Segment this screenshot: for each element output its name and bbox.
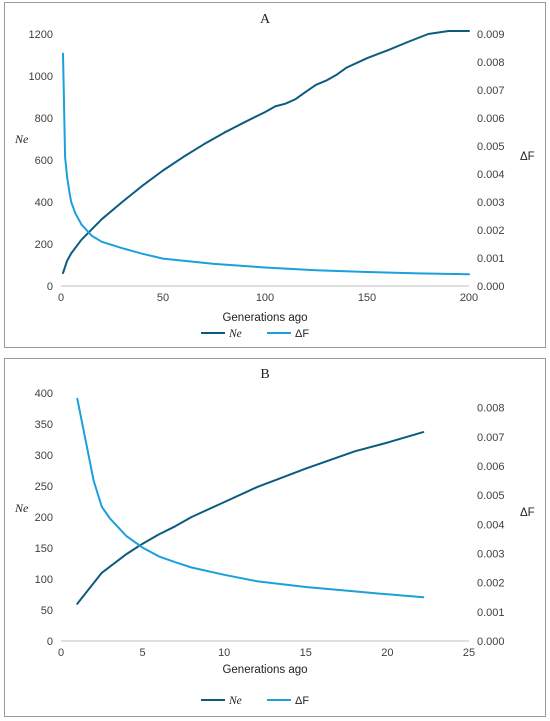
y2-tick-label: 0.007 xyxy=(477,85,505,97)
y-tick-label: 1000 xyxy=(29,71,53,83)
legend-label-ne: Ne xyxy=(228,328,242,340)
x-tick-label: 200 xyxy=(460,292,478,304)
y-tick-label: 100 xyxy=(35,574,53,586)
x-tick-label: 100 xyxy=(256,292,274,304)
y-tick-label: 350 xyxy=(35,419,53,431)
x-axis-label: Generations ago xyxy=(222,664,307,676)
x-tick-label: 25 xyxy=(463,647,475,659)
y2-tick-label: 0.001 xyxy=(477,253,505,265)
y-tick-label: 150 xyxy=(35,543,53,555)
y-axis-label: Ne xyxy=(14,501,29,515)
y2-tick-label: 0.003 xyxy=(477,548,505,560)
legend-label-delta-f: ΔF xyxy=(295,695,309,707)
y2-tick-label: 0.006 xyxy=(477,113,505,125)
x-axis-label: Generations ago xyxy=(222,312,307,324)
y2-tick-label: 0.004 xyxy=(477,169,505,181)
x-tick-label: 0 xyxy=(58,292,64,304)
x-tick-label: 150 xyxy=(358,292,376,304)
y-tick-label: 600 xyxy=(35,155,53,167)
y2-tick-label: 0.002 xyxy=(477,578,505,590)
y2-tick-label: 0.003 xyxy=(477,197,505,209)
x-tick-label: 20 xyxy=(381,647,393,659)
y2-tick-label: 0.004 xyxy=(477,519,505,531)
y-tick-label: 0 xyxy=(47,636,53,648)
y-tick-label: 300 xyxy=(35,450,53,462)
chart-b: B0 5 10 15 20 250501001502002503003504000.000… xyxy=(14,367,535,707)
y-tick-label: 800 xyxy=(35,113,53,125)
y2-axis-label: ΔF xyxy=(520,151,535,163)
y2-tick-label: 0.000 xyxy=(477,281,505,293)
series-line-ne xyxy=(62,30,470,274)
y2-tick-label: 0.000 xyxy=(477,636,505,648)
y2-tick-label: 0.009 xyxy=(477,29,505,41)
x-tick-label: 0 xyxy=(58,647,64,659)
y-axis-label: Ne xyxy=(14,132,29,146)
y-tick-label: 250 xyxy=(35,481,53,493)
chart-title: B xyxy=(260,367,269,382)
x-tick-label: 15 xyxy=(300,647,312,659)
y-tick-label: 0 xyxy=(47,281,53,293)
y2-tick-label: 0.001 xyxy=(477,607,505,619)
y2-tick-label: 0.005 xyxy=(477,141,505,153)
y2-tick-label: 0.002 xyxy=(477,225,505,237)
series-line-delta-f xyxy=(76,397,425,599)
legend-label-ne: Ne xyxy=(228,695,242,707)
series-line-ne xyxy=(76,431,425,605)
chart-a: A 0 50 100 150 200 0 200 400 600 800 1000 1200 0.000 0… xyxy=(14,12,535,340)
y-tick-label: 400 xyxy=(35,388,53,400)
x-tick-label: 50 xyxy=(157,292,169,304)
y2-tick-label: 0.006 xyxy=(477,461,505,473)
y2-tick-label: 0.007 xyxy=(477,432,505,444)
y-tick-label: 1200 xyxy=(29,29,53,41)
y2-tick-label: 0.008 xyxy=(477,403,505,415)
chart-panel-b: B 0 5 10 15 20 25 0 50 100 150 200 250 300 350 400 0.000… xyxy=(4,358,546,717)
chart-title: A xyxy=(260,12,271,27)
y2-axis-label: ΔF xyxy=(520,507,535,519)
y2-tick-label: 0.005 xyxy=(477,490,505,502)
y-tick-label: 400 xyxy=(35,197,53,209)
y-tick-label: 200 xyxy=(35,512,53,524)
x-tick-label: 5 xyxy=(140,647,146,659)
legend-label-delta-f: ΔF xyxy=(295,328,309,340)
y2-tick-label: 0.008 xyxy=(477,57,505,69)
y-tick-label: 50 xyxy=(41,605,53,617)
series-line-delta-f xyxy=(62,52,470,276)
x-tick-label: 10 xyxy=(218,647,230,659)
chart-panel-a: A 0 50 100 150 200 0 200 400 600 800 1000 1200 0.000 0… xyxy=(4,2,546,348)
y-tick-label: 200 xyxy=(35,239,53,251)
